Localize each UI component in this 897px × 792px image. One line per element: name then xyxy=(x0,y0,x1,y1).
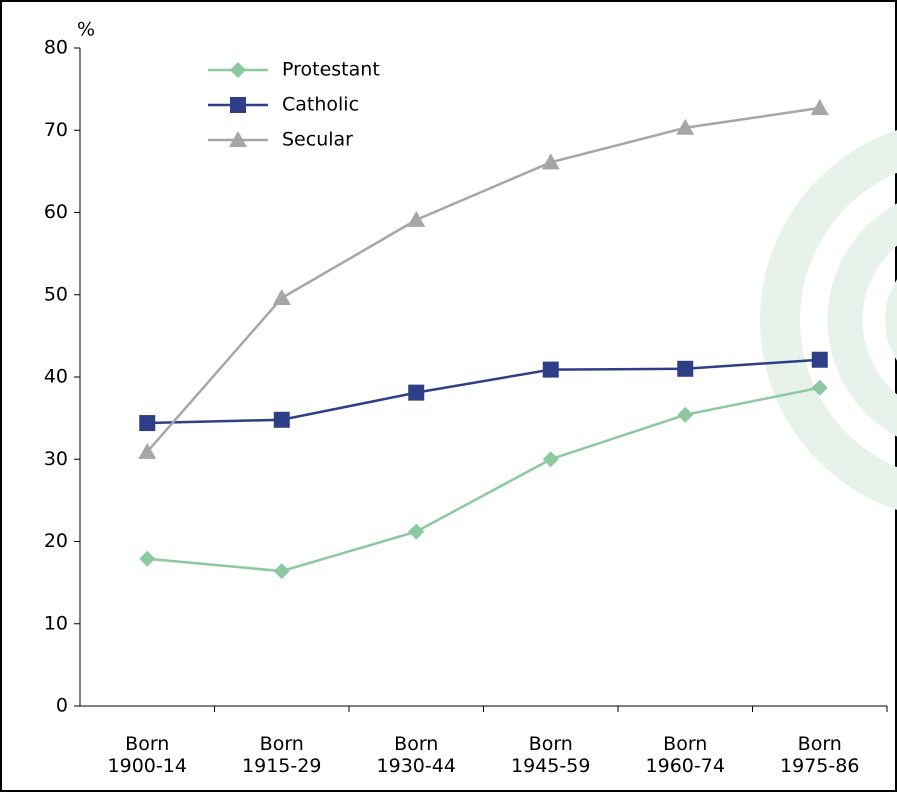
series-line xyxy=(147,108,820,452)
point xyxy=(677,407,693,423)
y-tick-label: 10 xyxy=(44,612,68,634)
series-line xyxy=(147,388,820,571)
y-tick-label: 60 xyxy=(44,201,68,223)
y-tick-label: 80 xyxy=(44,37,68,59)
point xyxy=(408,524,424,540)
legend-marker xyxy=(230,62,246,78)
y-tick-label: 40 xyxy=(44,366,68,388)
legend-label: Secular xyxy=(282,129,353,151)
y-axis-label: % xyxy=(77,19,95,41)
y-tick-label: 30 xyxy=(44,448,68,470)
y-tick-label: 20 xyxy=(44,530,68,552)
point xyxy=(407,211,425,227)
point xyxy=(273,289,291,305)
chart: % 0 10 20 30 40 50 60 70 80 Born1900-14 Born1915-2… xyxy=(0,0,897,792)
frame xyxy=(1,1,896,791)
point xyxy=(811,99,829,115)
point xyxy=(677,361,693,377)
point xyxy=(543,362,559,378)
legend-marker xyxy=(230,97,246,113)
point xyxy=(274,563,290,579)
point xyxy=(139,415,155,431)
y-tick-label: 70 xyxy=(44,119,68,141)
point xyxy=(139,551,155,567)
point xyxy=(408,385,424,401)
y-tick-label: 0 xyxy=(56,695,68,717)
point xyxy=(543,451,559,467)
point xyxy=(812,352,828,368)
point xyxy=(274,412,290,428)
background-decoration xyxy=(780,140,897,500)
series-line xyxy=(147,360,820,423)
legend-label: Protestant xyxy=(282,59,380,81)
y-tick-label: 50 xyxy=(44,283,68,305)
legend-label: Catholic xyxy=(282,94,359,116)
